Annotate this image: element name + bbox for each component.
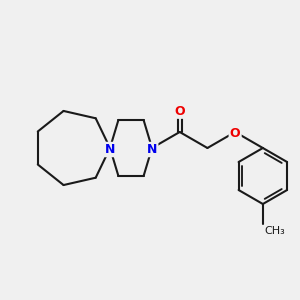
- Text: N: N: [105, 143, 115, 156]
- Text: O: O: [230, 127, 241, 140]
- Text: CH₃: CH₃: [265, 226, 286, 236]
- Text: N: N: [147, 143, 157, 156]
- Text: O: O: [174, 105, 185, 118]
